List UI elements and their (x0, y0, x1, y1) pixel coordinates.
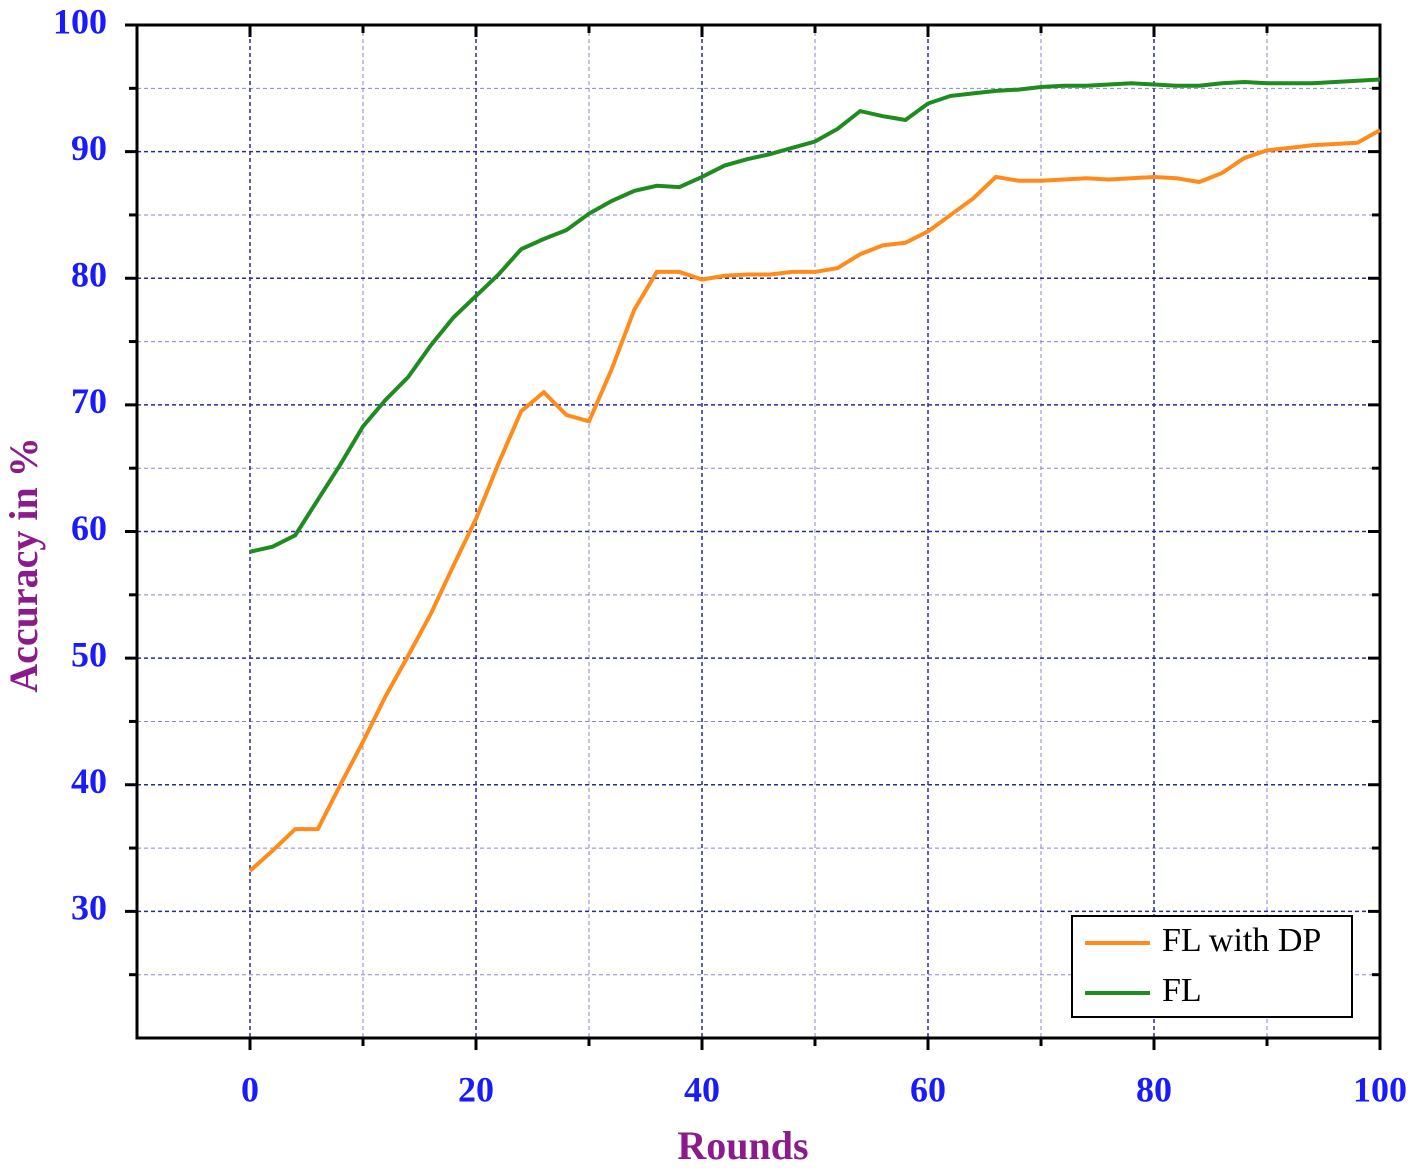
x-tick-label: 80 (1136, 1069, 1172, 1109)
y-tick-label: 50 (71, 634, 107, 674)
legend-label: FL with DP (1162, 922, 1321, 959)
y-tick-label: 60 (71, 508, 107, 548)
series-line (249, 77, 1381, 554)
x-axis-title: Rounds (677, 1123, 808, 1168)
y-tick-label: 100 (53, 1, 107, 41)
y-axis-title: Accuracy in % (1, 437, 46, 693)
plot-frame (135, 23, 1382, 1040)
y-tick-label: 90 (71, 128, 107, 168)
y-tick-label: 80 (71, 255, 107, 295)
x-tick-label: 100 (1353, 1069, 1407, 1109)
series-line (248, 128, 1381, 873)
y-tick-label: 70 (71, 381, 107, 421)
legend-box (1071, 915, 1353, 1018)
x-tick-label: 40 (684, 1069, 720, 1109)
x-tick-label: 60 (910, 1069, 946, 1109)
y-tick-label: 40 (71, 761, 107, 801)
legend-label: FL (1162, 972, 1202, 1009)
y-tick-label: 30 (71, 888, 107, 928)
x-tick-label: 0 (241, 1069, 259, 1109)
x-tick-label: 20 (458, 1069, 494, 1109)
